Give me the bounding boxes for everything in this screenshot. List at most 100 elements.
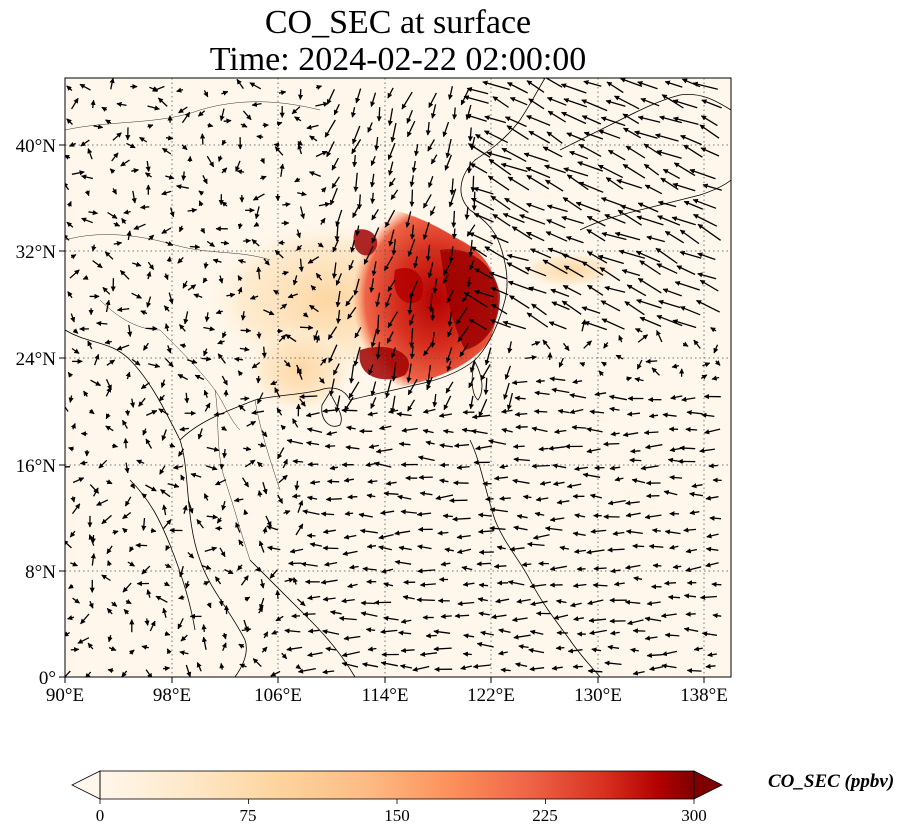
wind-vector <box>566 132 586 142</box>
wind-vector <box>544 525 563 532</box>
wind-vector <box>448 246 454 263</box>
wind-vector <box>547 110 567 123</box>
wind-vector <box>669 474 683 481</box>
wind-vector <box>586 228 606 242</box>
y-tick-label: 24°N <box>16 349 57 370</box>
wind-vector <box>526 312 549 328</box>
wind-vector <box>105 425 114 432</box>
wind-vector <box>204 402 211 412</box>
wind-vector <box>244 596 251 602</box>
wind-vector <box>65 670 71 677</box>
wind-vector <box>398 630 412 636</box>
wind-vector <box>566 483 582 489</box>
wind-vector <box>626 284 647 297</box>
wind-vector <box>109 78 115 90</box>
wind-vector <box>422 408 436 414</box>
wind-vector <box>707 652 717 658</box>
wind-vector <box>221 632 227 640</box>
wind-vector <box>511 226 533 240</box>
wind-vector <box>601 231 627 241</box>
wind-vector <box>204 312 210 323</box>
wind-vector <box>93 487 99 497</box>
wind-vector <box>325 496 342 502</box>
wind-vector <box>549 516 565 523</box>
wind-vector <box>322 528 336 535</box>
wind-vector <box>152 85 165 92</box>
wind-vector <box>679 445 696 451</box>
wind-vector <box>485 496 494 502</box>
wind-vector <box>569 150 589 160</box>
wind-vector <box>491 235 509 244</box>
wind-vector <box>705 562 719 568</box>
wind-vector <box>563 265 584 278</box>
wind-vector <box>662 288 682 297</box>
wind-vector <box>68 395 74 403</box>
wind-vector <box>323 561 338 567</box>
wind-vector <box>87 148 93 160</box>
wind-vector <box>634 377 644 383</box>
wind-vector <box>270 670 281 677</box>
wind-vector <box>528 98 545 110</box>
wind-vector <box>213 411 225 417</box>
wind-vector <box>587 668 603 674</box>
wind-vector <box>425 633 437 639</box>
wind-vector <box>531 426 548 433</box>
wind-vector <box>692 198 717 209</box>
wind-vector <box>562 342 570 352</box>
wind-vector <box>326 478 340 485</box>
wind-vector <box>406 363 412 383</box>
wind-vector <box>663 580 677 586</box>
wind-vector <box>609 630 620 636</box>
wind-vector <box>320 217 326 225</box>
wind-vector <box>626 411 641 417</box>
wind-vector <box>648 543 664 549</box>
wind-vector <box>676 265 696 276</box>
wind-vector <box>79 83 91 91</box>
wind-vector <box>144 172 152 178</box>
wind-vector <box>487 175 510 191</box>
wind-vector <box>600 300 621 312</box>
wind-vector <box>657 215 681 226</box>
wind-vector <box>329 465 339 471</box>
wind-vector <box>409 279 419 299</box>
wind-vector <box>222 448 228 459</box>
wind-vector <box>368 443 379 450</box>
wind-vector <box>202 277 208 284</box>
wind-vector <box>226 292 236 298</box>
wind-vector <box>456 464 470 470</box>
wind-vector <box>539 480 552 486</box>
wind-vector <box>622 431 639 438</box>
wind-vector <box>203 90 209 98</box>
wind-vector <box>701 99 722 109</box>
wind-vector <box>306 427 323 434</box>
wind-vector <box>444 547 454 553</box>
wind-vector <box>506 125 529 140</box>
wind-vector <box>592 582 608 588</box>
wind-vector <box>531 341 541 346</box>
wind-vector <box>162 504 168 516</box>
wind-vector <box>122 511 132 520</box>
axis-ticks <box>59 144 705 683</box>
wind-vector <box>307 595 321 601</box>
wind-vector <box>297 500 304 513</box>
wind-vector <box>562 196 582 211</box>
wind-vector <box>502 320 526 330</box>
wind-vector <box>158 394 165 402</box>
wind-vector <box>399 664 413 670</box>
wind-vector <box>509 295 530 309</box>
wind-vector <box>165 135 174 141</box>
wind-vector <box>91 244 97 252</box>
wind-vector <box>331 157 339 171</box>
wind-vector <box>618 335 624 343</box>
wind-vector <box>366 493 376 499</box>
wind-vector <box>456 534 471 540</box>
wind-vector <box>218 275 224 284</box>
wind-vector <box>470 246 488 258</box>
wind-vector <box>380 660 398 667</box>
wind-vector <box>182 504 188 514</box>
wind-vector <box>318 377 325 384</box>
wind-vector <box>590 528 607 534</box>
wind-vector <box>315 335 321 343</box>
wind-vector <box>187 500 194 514</box>
wind-vector <box>432 393 438 408</box>
